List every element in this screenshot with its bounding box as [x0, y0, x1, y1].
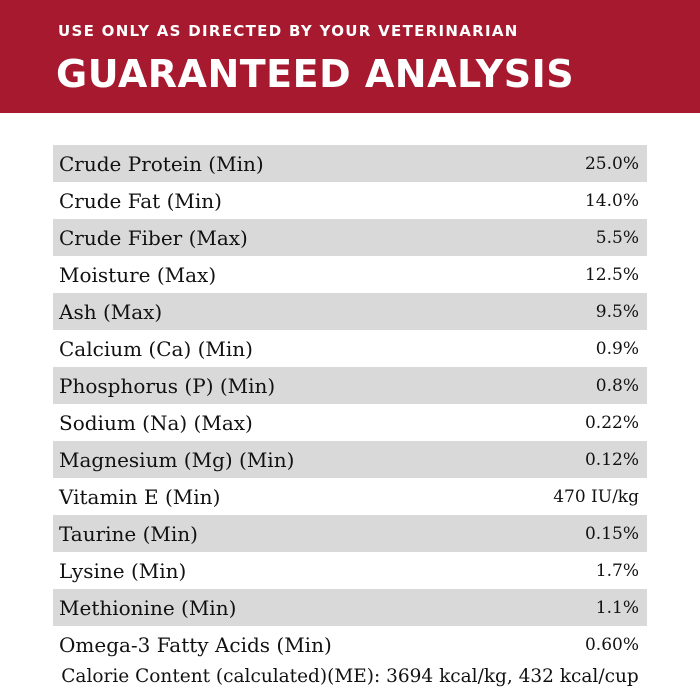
table-row: Ash (Max) 9.5% — [53, 293, 647, 330]
table-row: Moisture (Max) 12.5% — [53, 256, 647, 293]
table-row: Calcium (Ca) (Min) 0.9% — [53, 330, 647, 367]
nutrient-value: 5.5% — [595, 227, 639, 248]
nutrient-value: 1.1% — [595, 597, 639, 618]
table-row: Crude Protein (Min) 25.0% — [53, 145, 647, 182]
nutrient-name: Methionine (Min) — [59, 595, 237, 620]
nutrient-name: Lysine (Min) — [59, 558, 187, 583]
nutrient-name: Sodium (Na) (Max) — [59, 410, 253, 435]
nutrient-value: 1.7% — [595, 560, 639, 581]
nutrient-value: 0.9% — [595, 338, 639, 359]
table-row: Omega-3 Fatty Acids (Min) 0.60% — [53, 626, 647, 663]
table-row: Methionine (Min) 1.1% — [53, 589, 647, 626]
header-band: USE ONLY AS DIRECTED BY YOUR VETERINARIA… — [0, 0, 700, 113]
table-row: Vitamin E (Min) 470 IU/kg — [53, 478, 647, 515]
nutrient-name: Crude Fiber (Max) — [59, 225, 248, 250]
nutrient-value: 470 IU/kg — [553, 486, 639, 507]
nutrient-name: Crude Fat (Min) — [59, 188, 222, 213]
nutrient-name: Taurine (Min) — [59, 521, 198, 546]
table-row: Crude Fat (Min) 14.0% — [53, 182, 647, 219]
nutrient-name: Crude Protein (Min) — [59, 151, 264, 176]
nutrient-value: 0.15% — [584, 523, 639, 544]
nutrient-name: Vitamin E (Min) — [59, 484, 221, 509]
table-row: Phosphorus (P) (Min) 0.8% — [53, 367, 647, 404]
table-row: Sodium (Na) (Max) 0.22% — [53, 404, 647, 441]
header-title: GUARANTEED ANALYSIS — [56, 52, 575, 96]
table-row: Crude Fiber (Max) 5.5% — [53, 219, 647, 256]
nutrient-name: Omega-3 Fatty Acids (Min) — [59, 632, 332, 657]
nutrient-value: 25.0% — [584, 153, 639, 174]
nutrient-name: Ash (Max) — [59, 299, 163, 324]
nutrient-value: 0.60% — [584, 634, 639, 655]
table-row: Taurine (Min) 0.15% — [53, 515, 647, 552]
table-row: Magnesium (Mg) (Min) 0.12% — [53, 441, 647, 478]
nutrient-value: 12.5% — [584, 264, 639, 285]
nutrient-name: Magnesium (Mg) (Min) — [59, 447, 295, 472]
header-subtitle: USE ONLY AS DIRECTED BY YOUR VETERINARIA… — [58, 22, 519, 40]
nutrient-value: 0.12% — [584, 449, 639, 470]
nutrient-name: Phosphorus (P) (Min) — [59, 373, 276, 398]
calorie-footer: Calorie Content (calculated)(ME): 3694 k… — [61, 666, 639, 687]
nutrient-value: 0.8% — [595, 375, 639, 396]
analysis-table: Crude Protein (Min) 25.0% Crude Fat (Min) 1… — [53, 145, 647, 663]
nutrient-value: 14.0% — [584, 190, 639, 211]
table-row: Lysine (Min) 1.7% — [53, 552, 647, 589]
nutrient-value: 0.22% — [584, 412, 639, 433]
nutrient-value: 9.5% — [595, 301, 639, 322]
nutrient-name: Calcium (Ca) (Min) — [59, 336, 253, 361]
nutrient-name: Moisture (Max) — [59, 262, 217, 287]
